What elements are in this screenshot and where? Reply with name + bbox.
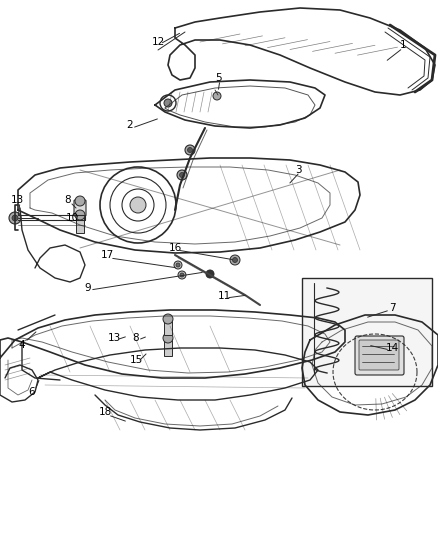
Circle shape [130,197,146,213]
Bar [164,319,172,335]
Circle shape [163,314,173,324]
Text: 13: 13 [11,195,24,205]
Text: 2: 2 [127,120,133,130]
Text: 1: 1 [400,40,406,50]
Text: 5: 5 [215,73,223,83]
Circle shape [230,255,240,265]
Text: 13: 13 [107,333,120,343]
Circle shape [180,273,184,277]
Circle shape [180,173,184,177]
Text: 10: 10 [65,213,78,223]
Text: 7: 7 [389,303,396,313]
Text: 3: 3 [295,165,301,175]
FancyBboxPatch shape [359,340,399,370]
Circle shape [163,333,173,343]
Circle shape [185,145,195,155]
Text: 17: 17 [100,250,113,260]
Bar [76,215,84,233]
Circle shape [178,271,186,279]
Circle shape [164,99,172,107]
Bar [302,278,432,386]
Text: 8: 8 [133,333,139,343]
Text: 15: 15 [129,355,143,365]
Text: 8: 8 [65,195,71,205]
Circle shape [176,263,180,267]
Text: 14: 14 [385,343,399,353]
Text: 9: 9 [85,283,91,293]
FancyBboxPatch shape [355,336,404,375]
Text: 11: 11 [217,291,231,301]
Bar [164,338,172,356]
Circle shape [177,170,187,180]
Text: 18: 18 [99,407,112,417]
Circle shape [9,212,21,224]
Circle shape [206,270,214,278]
Text: 16: 16 [168,243,182,253]
Text: 12: 12 [152,37,165,47]
Text: 4: 4 [19,340,25,350]
Circle shape [187,148,192,152]
Circle shape [174,261,182,269]
Text: 6: 6 [28,387,35,397]
Circle shape [233,257,237,262]
Circle shape [75,196,85,206]
Circle shape [213,92,221,100]
Circle shape [75,210,85,220]
Circle shape [12,215,18,221]
FancyBboxPatch shape [74,200,86,216]
